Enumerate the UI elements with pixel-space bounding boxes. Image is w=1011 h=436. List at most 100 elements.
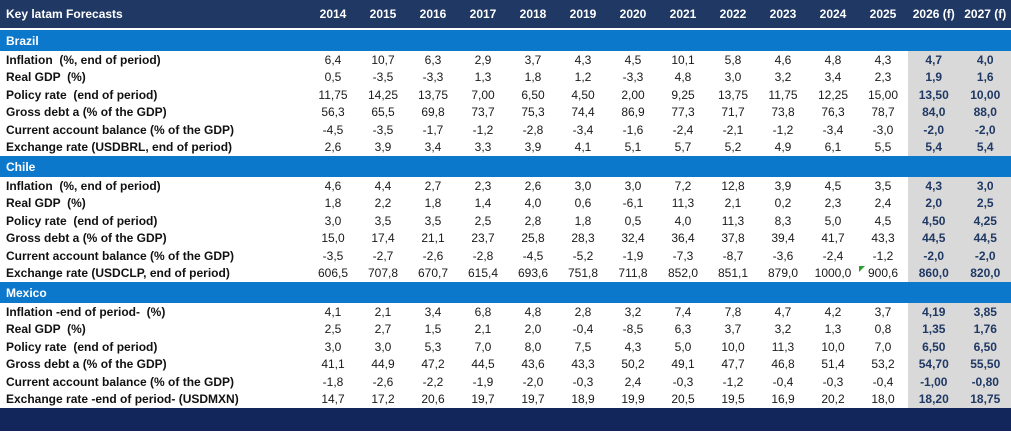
row-label: Real GDP (%) (6, 322, 86, 337)
cell-value: -2,8 (522, 122, 544, 137)
cell-value: -0,4 (872, 374, 894, 389)
value-cell: -0,4 (758, 373, 808, 391)
cell-value: 3,0 (324, 339, 342, 354)
cell-value: 2,8 (574, 304, 592, 319)
value-cell: 1,3 (808, 321, 858, 339)
cell-value: 2,4 (874, 196, 892, 211)
cell-value: 4,9 (774, 140, 792, 155)
cell-value: -8,5 (622, 322, 644, 337)
cell-value: 707,8 (367, 266, 399, 281)
value-cell: 20,6 (408, 391, 458, 409)
value-cell: 3,5 (408, 212, 458, 230)
table-row: Policy rate (end of period) 3,0 3,5 3,5 2,5 2… (0, 212, 1011, 230)
cell-value: 88,0 (973, 105, 997, 120)
value-cell: 3,9 (508, 139, 558, 157)
row-label: Gross debt a (% of the GDP) (6, 105, 167, 120)
cell-value: 18,75 (970, 392, 1001, 407)
cell-value: 18,20 (918, 392, 949, 407)
cell-value: 4,8 (524, 304, 542, 319)
cell-value: 69,8 (421, 105, 445, 120)
cell-value: 15,0 (321, 231, 345, 246)
cell-value: 3,7 (874, 304, 892, 319)
value-cell: 37,8 (708, 230, 758, 248)
value-cell: 7,8 (708, 303, 758, 321)
value-cell: 77,3 (658, 104, 708, 122)
year-column-header: 2026 (f) (912, 7, 955, 21)
value-cell: 1000,0 (808, 265, 858, 283)
cell-value: 2,7 (424, 178, 442, 193)
cell-value: -1,2 (772, 122, 794, 137)
cell-value: 8,0 (524, 339, 542, 354)
value-cell: 11,75 (758, 86, 808, 104)
cell-value: -1,9 (622, 248, 644, 263)
cell-value: 10,00 (970, 87, 1001, 102)
cell-value: -1,2 (722, 374, 744, 389)
value-cell: 2,3 (858, 69, 908, 87)
value-cell: 2,1 (708, 195, 758, 213)
cell-value: -4,5 (322, 122, 344, 137)
table-row: Real GDP (%) 2,5 2,7 1,5 2,1 2,0 -0,4 -8,5 6,3 3,… (0, 320, 1011, 339)
table-row: Gross debt a (% of the GDP) 41,1 44,9 47,2 4… (0, 355, 1011, 374)
cell-value: 4,8 (674, 70, 692, 85)
cell-value: 5,8 (724, 52, 742, 67)
value-cell: -3,5 (358, 69, 408, 87)
value-cell: 1,8 (308, 195, 358, 213)
cell-value: 3,7 (524, 52, 542, 67)
cell-value: 3,0 (574, 178, 592, 193)
forecast-value-cell: 860,0 (908, 264, 960, 282)
value-cell: 1,8 (408, 195, 458, 213)
forecast-value-cell: 2,0 (908, 194, 960, 212)
cell-value: 4,0 (976, 52, 994, 67)
cell-value: 7,0 (874, 339, 892, 354)
cell-value: -1,6 (622, 122, 644, 137)
value-cell: 86,9 (608, 104, 658, 122)
value-cell: -2,8 (458, 247, 508, 265)
cell-value: 10,7 (371, 52, 395, 67)
value-cell: -1,9 (458, 373, 508, 391)
value-cell: 0,8 (858, 321, 908, 339)
value-cell: 11,3 (708, 212, 758, 230)
value-cell: 4,8 (508, 303, 558, 321)
cell-value: -4,5 (522, 248, 544, 263)
cell-value: -3,5 (322, 248, 344, 263)
value-cell: 2,5 (458, 212, 508, 230)
value-cell: 1,3 (458, 69, 508, 87)
value-cell: 19,9 (608, 391, 658, 409)
cell-value: 20,5 (671, 392, 695, 407)
value-cell: 76,3 (808, 104, 858, 122)
value-cell: 2,3 (458, 177, 508, 195)
cell-value: -2,6 (372, 374, 394, 389)
cell-value: 851,1 (717, 266, 749, 281)
cell-value: 7,00 (471, 87, 495, 102)
cell-value: -0,80 (971, 374, 999, 389)
cell-value: 751,8 (567, 266, 599, 281)
cell-value: 2,4 (624, 374, 642, 389)
cell-value: 879,0 (767, 266, 799, 281)
cell-value: 3,2 (774, 322, 792, 337)
cell-value: -7,3 (672, 248, 694, 263)
cell-value: 2,6 (324, 140, 342, 155)
value-cell: 4,6 (758, 51, 808, 69)
cell-value: 852,0 (667, 266, 699, 281)
year-column-header: 2015 (369, 7, 397, 21)
cell-value: 4,25 (973, 213, 997, 228)
cell-value: 10,0 (821, 339, 845, 354)
value-cell: 6,3 (658, 321, 708, 339)
footer-bar (0, 408, 1011, 431)
value-cell: 41,1 (308, 356, 358, 374)
cell-value: -3,5 (372, 70, 394, 85)
cell-value: 711,8 (618, 266, 648, 281)
cell-value: 2,9 (474, 52, 492, 67)
cell-value: 55,50 (970, 357, 1001, 372)
value-cell: 46,8 (758, 356, 808, 374)
value-cell: 3,0 (308, 212, 358, 230)
cell-value: 4,1 (324, 304, 342, 319)
forecast-value-cell: 4,3 (908, 177, 960, 195)
section-bar-mexico: Mexico (0, 282, 1011, 303)
value-cell: 3,4 (408, 139, 458, 157)
value-cell: 751,8 (558, 265, 608, 283)
cell-value: 5,3 (424, 339, 442, 354)
value-cell: -0,4 (858, 373, 908, 391)
table-row: Exchange rate (USDCLP, end of period) 606… (0, 264, 1011, 283)
cell-value: 3,4 (824, 70, 842, 85)
